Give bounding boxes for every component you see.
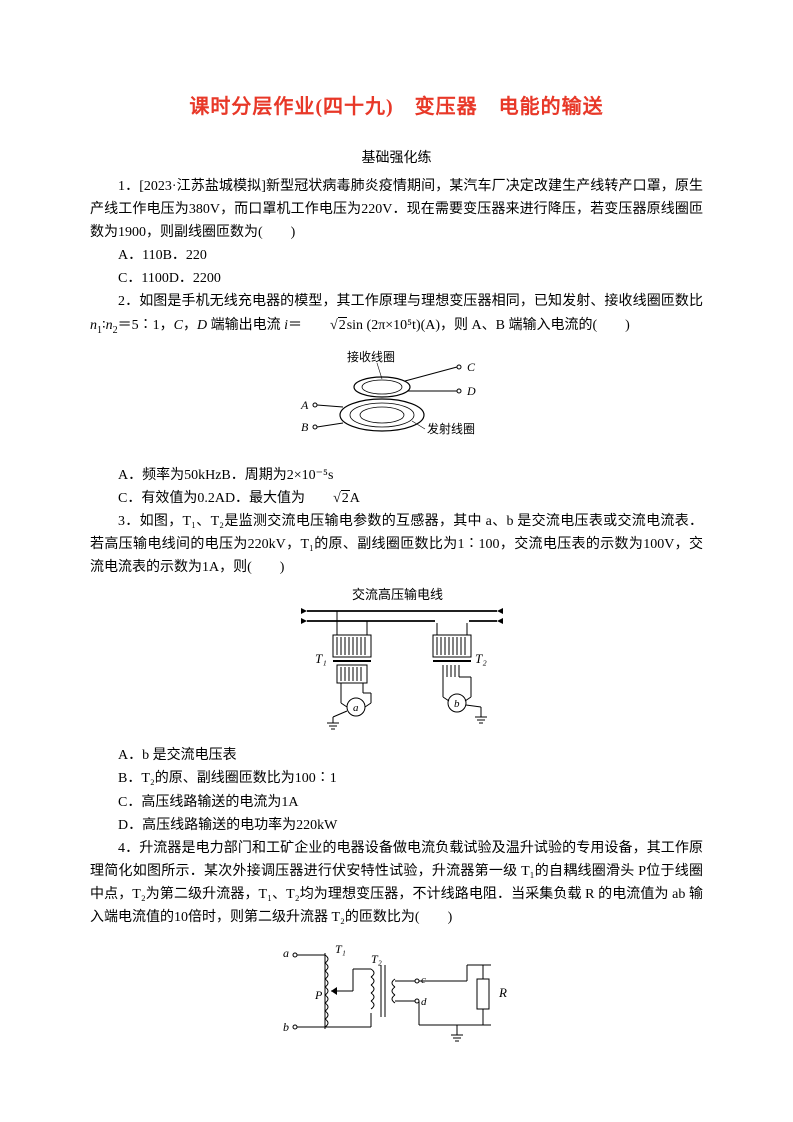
label-t1: T₁ bbox=[315, 651, 327, 666]
label-recv: 接收线圈 bbox=[347, 349, 395, 364]
label-b: B bbox=[301, 420, 309, 434]
q2-optc-pre: C．有效值为0.2AD．最大值为 bbox=[118, 491, 305, 506]
q4-label-d: d bbox=[421, 996, 427, 1008]
section-subtitle: 基础强化练 bbox=[90, 147, 703, 167]
q2-opt-ab: A．频率为50kHzB．周期为2×10⁻⁵s bbox=[90, 464, 703, 487]
q4-label-t2: T₂ bbox=[371, 952, 382, 966]
label-b-meter: b bbox=[454, 698, 460, 710]
q2-figure: C D A B 接收线圈 发射线圈 bbox=[90, 345, 703, 460]
transmission-diagram-icon: 交流高压输电线 bbox=[267, 585, 527, 735]
q4-label-b: b bbox=[283, 1020, 289, 1034]
q3-caption: 交流高压输电线 bbox=[352, 587, 443, 602]
q1-options-line2: C．1100D．2200 bbox=[90, 267, 703, 290]
q1-stem: 1．[2023·江苏盐城模拟]新型冠状病毒肺炎疫情期间，某汽车厂决定改建生产线转… bbox=[90, 175, 703, 244]
q3-stem: 3．如图，T₁、T₂是监测交流电压输电参数的互感器，其中 a、b 是交流电压表或… bbox=[90, 510, 703, 579]
q3-opt-c: C．高压线路输送的电流为1A bbox=[90, 791, 703, 814]
q4-label-a: a bbox=[283, 946, 289, 960]
label-d: D bbox=[466, 384, 476, 398]
label-a: A bbox=[300, 398, 309, 412]
q2-radicand-2: 2 bbox=[341, 490, 350, 506]
q2-stem: 2．如图是手机无线充电器的模型，其工作原理与理想变压器相同，已知发射、接收线圈匝… bbox=[90, 290, 703, 338]
q4-figure: a b T₁ P bbox=[90, 935, 703, 1060]
q2-stem-pre: 2．如图是手机无线充电器的模型，其工作原理与理想变压器相同，已知发射、接收线圈匝… bbox=[118, 294, 703, 309]
q3-opt-a: A．b 是交流电压表 bbox=[90, 744, 703, 767]
q4-label-r: R bbox=[498, 985, 507, 1000]
q2-optc-tail: A bbox=[350, 491, 360, 506]
booster-diagram-icon: a b T₁ P bbox=[267, 935, 527, 1055]
q4-label-p: P bbox=[314, 988, 323, 1002]
label-emit: 发射线圈 bbox=[427, 421, 475, 436]
q3-opt-b: B．T₂的原、副线圈匝数比为100∶1 bbox=[90, 767, 703, 790]
q1-options-line1: A．110B．220 bbox=[90, 244, 703, 267]
q4-label-c: c bbox=[421, 974, 426, 986]
q2-opt-cd: C．有效值为0.2AD．最大值为 2A bbox=[90, 487, 703, 510]
q2-radicand-1: 2 bbox=[338, 317, 347, 333]
q2-formula-tail: sin (2π×10⁵t)(A)，则 A、B 端输入电流的( ) bbox=[347, 318, 630, 333]
label-a-meter: a bbox=[353, 702, 359, 714]
q4-label-t1: T₁ bbox=[335, 942, 346, 956]
q3-figure: 交流高压输电线 bbox=[90, 585, 703, 740]
page-title: 课时分层作业(四十九) 变压器 电能的输送 bbox=[90, 90, 703, 119]
q4-stem: 4．升流器是电力部门和工矿企业的电器设备做电流负载试验及温升试验的专用设备，其工… bbox=[90, 837, 703, 929]
label-t2: T₂ bbox=[475, 651, 487, 666]
page: 课时分层作业(四十九) 变压器 电能的输送 基础强化练 1．[2023·江苏盐城… bbox=[0, 0, 793, 1122]
label-c: C bbox=[467, 360, 476, 374]
charger-diagram-icon: C D A B 接收线圈 发射线圈 bbox=[287, 345, 507, 455]
q3-opt-d: D．高压线路输送的电功率为220kW bbox=[90, 814, 703, 837]
